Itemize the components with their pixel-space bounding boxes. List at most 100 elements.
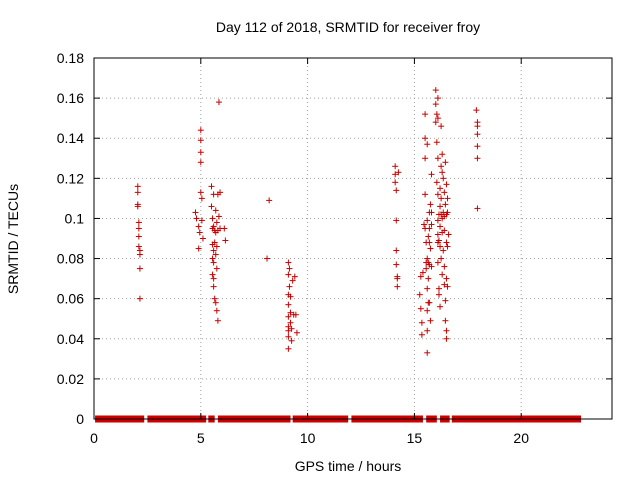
data-point (197, 149, 204, 156)
data-point (424, 307, 431, 314)
data-point (392, 163, 399, 170)
data-point (213, 219, 220, 226)
data-point (214, 317, 221, 324)
grid-layer (94, 58, 612, 419)
data-point (135, 243, 142, 250)
data-point (443, 335, 450, 342)
data-point (474, 123, 481, 130)
data-point (285, 271, 292, 278)
data-point (441, 263, 448, 270)
data-point (210, 259, 217, 266)
data-point (392, 179, 399, 186)
data-point (433, 111, 440, 118)
data-point (444, 209, 451, 216)
data-point (393, 247, 400, 254)
data-point (286, 283, 293, 290)
data-point (444, 243, 451, 250)
data-point (417, 273, 424, 280)
data-point (285, 333, 292, 340)
data-point (291, 273, 298, 280)
data-point (426, 225, 433, 232)
data-point (443, 275, 450, 282)
data-point (424, 141, 431, 148)
data-point (293, 329, 300, 336)
data-point (288, 337, 295, 344)
data-point (264, 255, 271, 262)
data-point (192, 209, 199, 216)
data-point (213, 265, 220, 272)
data-point (440, 175, 447, 182)
data-point (437, 223, 444, 230)
data-point (444, 283, 451, 290)
data-point (434, 95, 441, 102)
data-point (432, 119, 439, 126)
data-point (445, 231, 452, 238)
y-axis-label: SRMTID / TECUs (5, 184, 21, 294)
data-point (285, 345, 292, 352)
data-point (438, 255, 445, 262)
data-point (435, 291, 442, 298)
data-point (211, 295, 218, 302)
data-point (135, 233, 142, 240)
data-point (438, 123, 445, 130)
data-point (136, 295, 143, 302)
data-point (439, 271, 446, 278)
data-point (438, 163, 445, 170)
data-point (208, 183, 215, 190)
data-point (437, 203, 444, 210)
data-point (424, 255, 431, 262)
data-point (441, 189, 448, 196)
data-point (443, 181, 450, 188)
tick-layer: 0 0.02 0.04 0.06 0.08 0.1 0.12 0.14 0.16 0.18 0 5 10… (57, 50, 612, 446)
data-point (197, 159, 204, 166)
y-tick-label: 0.16 (57, 90, 84, 106)
y-tick-label: 0.04 (57, 331, 84, 347)
data-point (198, 217, 205, 224)
data-point (428, 221, 435, 228)
data-point (210, 223, 217, 230)
data-point (426, 299, 433, 306)
x-tick-label: 10 (300, 430, 316, 446)
data-point (394, 283, 401, 290)
data-point (197, 137, 204, 144)
data-point (422, 191, 429, 198)
data-point (266, 197, 273, 204)
data-point (444, 195, 451, 202)
data-point (211, 239, 218, 246)
data-point (289, 277, 296, 284)
data-point (285, 259, 292, 266)
data-point (197, 127, 204, 134)
data-point (434, 115, 441, 122)
data-point (292, 311, 299, 318)
data-point (197, 189, 204, 196)
data-point (135, 219, 142, 226)
data-point (424, 327, 431, 334)
data-point (196, 229, 203, 236)
chart-title: Day 112 of 2018, SRMTID for receiver fro… (216, 19, 480, 35)
data-point (428, 209, 435, 216)
data-point (435, 237, 442, 244)
data-point (198, 195, 205, 202)
data-point (435, 285, 442, 292)
data-point (425, 233, 432, 240)
data-point (428, 263, 435, 270)
data-point (393, 187, 400, 194)
y-tick-label: 0.1 (65, 210, 85, 226)
data-point (432, 87, 439, 94)
data-point (199, 235, 206, 242)
data-point (213, 307, 220, 314)
data-point (136, 265, 143, 272)
data-point (425, 275, 432, 282)
data-point (427, 201, 434, 208)
data-point (434, 191, 441, 198)
data-point (433, 179, 440, 186)
data-point (424, 217, 431, 224)
data-point (441, 281, 448, 288)
data-point (210, 247, 217, 254)
data-point (208, 203, 215, 210)
data-point (393, 261, 400, 268)
data-point (441, 227, 448, 234)
data-point (434, 217, 441, 224)
y-tick-label: 0.06 (57, 291, 84, 307)
